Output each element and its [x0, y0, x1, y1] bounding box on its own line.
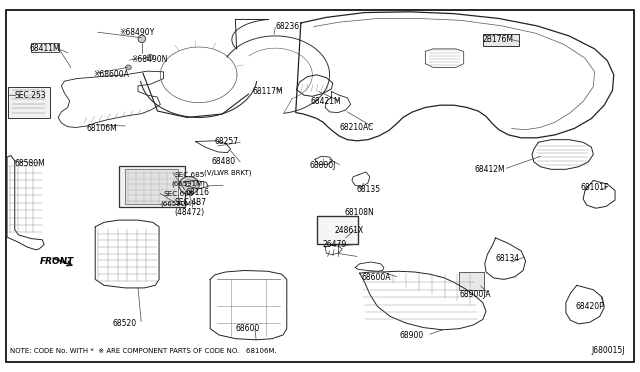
Text: 68411M: 68411M: [29, 44, 60, 53]
Text: 68108N: 68108N: [344, 208, 374, 217]
Text: 24861X: 24861X: [335, 226, 364, 235]
Text: 68134: 68134: [495, 254, 520, 263]
Ellipse shape: [138, 35, 146, 42]
Text: 68412M: 68412M: [474, 165, 505, 174]
Text: SEC.605: SEC.605: [164, 191, 194, 197]
Text: NOTE: CODE No. WITH *  ※ ARE COMPONENT PARTS OF CODE NO.   68106M.: NOTE: CODE No. WITH * ※ ARE COMPONENT PA…: [10, 348, 277, 354]
Ellipse shape: [147, 54, 154, 60]
Text: FRONT: FRONT: [40, 257, 74, 266]
Ellipse shape: [125, 65, 131, 70]
Text: SEC.4B7: SEC.4B7: [174, 198, 206, 207]
FancyBboxPatch shape: [459, 272, 484, 290]
Text: SEC.253: SEC.253: [15, 91, 46, 100]
FancyBboxPatch shape: [317, 216, 358, 244]
Text: 68210AC: 68210AC: [339, 123, 374, 132]
Text: ※68490N: ※68490N: [132, 55, 168, 64]
Text: ※68490Y: ※68490Y: [119, 28, 154, 37]
FancyBboxPatch shape: [120, 166, 184, 207]
FancyBboxPatch shape: [8, 87, 50, 118]
Text: (66590M): (66590M): [161, 200, 194, 207]
Text: 68257: 68257: [214, 137, 239, 146]
Text: 68421M: 68421M: [310, 97, 341, 106]
Text: (48472): (48472): [174, 208, 205, 217]
Text: 68135: 68135: [356, 185, 381, 194]
Text: SEC.685: SEC.685: [174, 172, 205, 178]
FancyBboxPatch shape: [483, 35, 519, 46]
Text: 68236: 68236: [275, 22, 300, 31]
Text: 68800J: 68800J: [309, 161, 335, 170]
Ellipse shape: [179, 176, 199, 194]
Text: 68116: 68116: [186, 188, 210, 197]
Text: 68480: 68480: [211, 157, 236, 166]
Text: 68900JA: 68900JA: [460, 290, 491, 299]
FancyBboxPatch shape: [31, 43, 59, 52]
Text: 26479: 26479: [323, 240, 347, 249]
FancyBboxPatch shape: [125, 169, 178, 204]
Text: 68600: 68600: [236, 324, 260, 333]
Text: 68580M: 68580M: [15, 159, 45, 168]
Text: 68520: 68520: [113, 320, 136, 328]
Text: 68420P: 68420P: [575, 302, 604, 311]
Text: 68106M: 68106M: [87, 124, 118, 133]
Text: ※68600A: ※68600A: [93, 70, 129, 79]
Text: 68101F: 68101F: [580, 183, 609, 192]
Text: 68600A: 68600A: [362, 273, 391, 282]
Text: 68117M: 68117M: [253, 87, 284, 96]
Text: J680015J: J680015J: [592, 346, 625, 355]
Text: 2B176M: 2B176M: [483, 35, 514, 44]
Text: (66591M): (66591M): [172, 181, 205, 187]
Text: (V/LWR BRKT): (V/LWR BRKT): [204, 170, 252, 176]
Text: 68900: 68900: [399, 331, 424, 340]
